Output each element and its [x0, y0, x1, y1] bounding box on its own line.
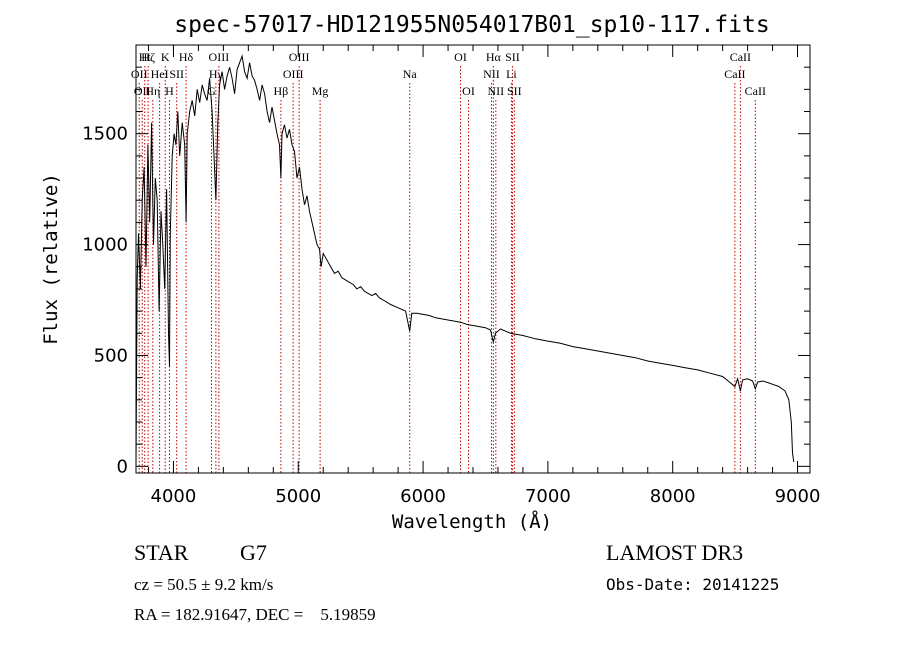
survey-name: LAMOST DR3	[606, 540, 743, 565]
y-tick-label-3: 1500	[82, 124, 128, 145]
line-marker-label-26: CaII	[724, 67, 745, 81]
line-marker-label-27: CaII	[730, 50, 751, 64]
x-axis-label: Wavelength (Å)	[392, 510, 552, 533]
x-tick-label-3: 7000	[525, 486, 571, 507]
spectrum-line	[135, 54, 795, 467]
chart-title: spec-57017-HD121955N054017B01_sp10-117.f…	[174, 12, 769, 38]
line-marker-label-7: H	[165, 84, 174, 98]
line-marker-label-8: SII	[169, 67, 184, 81]
object-class: STAR	[134, 540, 189, 565]
line-marker-label-9: Hδ	[179, 50, 194, 64]
line-marker-label-15: OIII	[289, 50, 310, 64]
obs-date-text: Obs-Date: 20141225	[606, 575, 779, 594]
plot-frame	[135, 44, 811, 474]
line-marker-label-18: OI	[454, 50, 467, 64]
line-marker-label-6: K	[161, 50, 170, 64]
line-marker-label-28: CaII	[745, 84, 766, 98]
y-tick-label-2: 1000	[82, 235, 128, 256]
line-marker-label-0: OII	[131, 67, 148, 81]
y-tick-label-1: 500	[94, 345, 128, 366]
line-marker-label-2: Ht	[139, 50, 152, 64]
line-marker-label-11: Hγ	[209, 67, 224, 81]
object-subclass: G7	[240, 540, 267, 565]
y-tick-label-0: 0	[117, 456, 128, 477]
line-marker-label-3: Hζ	[141, 50, 155, 64]
line-marker-label-16: Mg	[312, 84, 329, 98]
x-tick-label-2: 6000	[400, 486, 446, 507]
line-marker-label-12: OIII	[209, 50, 230, 64]
x-tick-label-5: 9000	[775, 486, 821, 507]
x-tick-label-4: 8000	[650, 486, 696, 507]
line-marker-label-22: NII	[488, 84, 505, 98]
line-marker-label-13: Hβ	[274, 84, 289, 98]
line-marker-label-14: OIII	[283, 67, 304, 81]
y-axis-ticks: 0 500 1000 1500	[82, 66, 810, 477]
y-axis-label: Flux (relative)	[40, 173, 62, 345]
line-marker-label-20: NII	[483, 67, 500, 81]
line-marker-label-5: HeI	[151, 67, 169, 81]
line-marker-label-17: Na	[403, 67, 418, 81]
line-marker-label-10: G	[207, 84, 216, 98]
x-axis-ticks: 4000 5000 6000 7000 8000 9000	[147, 45, 821, 507]
line-marker-label-23: Li	[506, 67, 517, 81]
line-marker-label-21: Hα	[486, 50, 502, 64]
line-marker-label-24: SII	[505, 50, 520, 64]
x-tick-label-0: 4000	[151, 486, 197, 507]
line-marker-label-19: OI	[462, 84, 475, 98]
line-marker-label-1: OII	[134, 84, 151, 98]
redshift-text: cz = 50.5 ± 9.2 km/s	[134, 575, 273, 594]
x-tick-label-1: 5000	[275, 486, 321, 507]
coords-text: RA = 182.91647, DEC = 5.19859	[134, 605, 376, 624]
line-marker-label-25: SII	[507, 84, 522, 98]
line-marker-label-4: Hη	[145, 84, 160, 98]
